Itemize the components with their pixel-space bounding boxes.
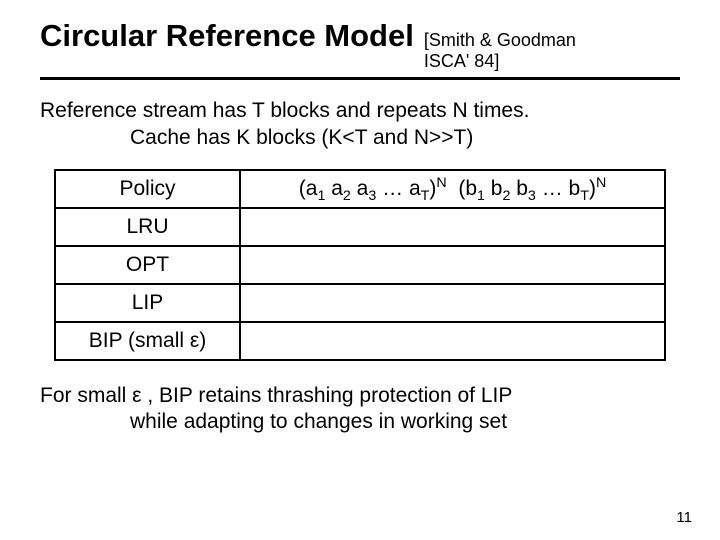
- citation: [Smith & Goodman ISCA' 84]: [424, 30, 576, 71]
- cell-value: [240, 322, 665, 360]
- title-underline: [40, 77, 680, 80]
- conclusion-line-1: For small ε , BIP retains thrashing prot…: [40, 384, 512, 407]
- policy-table: Policy (a1 a2 a3 … aT)N (b1 b2 b3 … bT)N…: [54, 169, 666, 361]
- title-row: Circular Reference Model [Smith & Goodma…: [40, 18, 680, 71]
- page-number: 11: [676, 509, 692, 526]
- conclusion-text: For small ε , BIP retains thrashing prot…: [40, 383, 680, 436]
- header-policy: Policy: [55, 170, 240, 208]
- cell-policy: LIP: [55, 284, 240, 322]
- slide: Circular Reference Model [Smith & Goodma…: [0, 0, 720, 540]
- table-row: OPT: [55, 246, 665, 284]
- table-row: LIP: [55, 284, 665, 322]
- body-line-1: Reference stream has T blocks and repeat…: [40, 99, 529, 122]
- conclusion-line-2: while adapting to changes in working set: [130, 409, 680, 435]
- cell-policy: BIP (small ε): [55, 322, 240, 360]
- cell-policy: OPT: [55, 246, 240, 284]
- body-text: Reference stream has T blocks and repeat…: [40, 98, 680, 151]
- body-line-2: Cache has K blocks (K<T and N>>T): [130, 125, 680, 151]
- table-row: BIP (small ε): [55, 322, 665, 360]
- cell-value: [240, 246, 665, 284]
- cell-value: [240, 208, 665, 246]
- cell-policy: LRU: [55, 208, 240, 246]
- table-row: LRU: [55, 208, 665, 246]
- slide-title: Circular Reference Model: [40, 18, 414, 54]
- citation-line-1: [Smith & Goodman: [424, 30, 576, 50]
- table-header-row: Policy (a1 a2 a3 … aT)N (b1 b2 b3 … bT)N: [55, 170, 665, 208]
- cell-value: [240, 284, 665, 322]
- header-sequence: (a1 a2 a3 … aT)N (b1 b2 b3 … bT)N: [240, 170, 665, 208]
- citation-line-2: ISCA' 84]: [424, 51, 499, 71]
